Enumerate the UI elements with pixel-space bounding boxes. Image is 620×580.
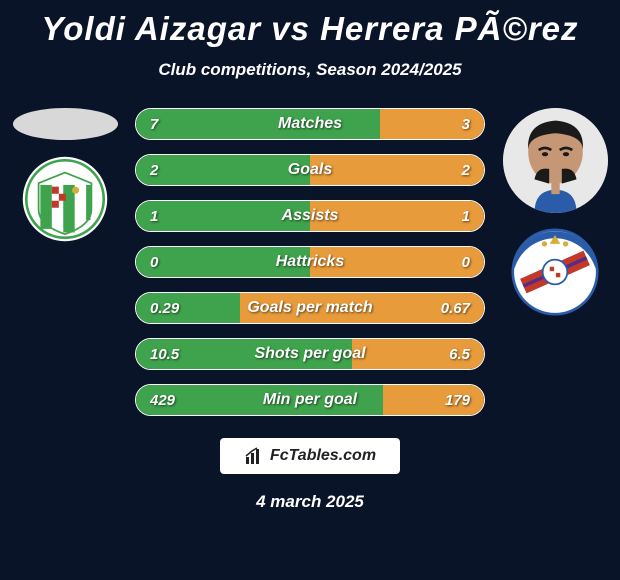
site-logo[interactable]: FcTables.com [220, 438, 400, 474]
player-face-icon [503, 108, 608, 213]
date-label: 4 march 2025 [0, 492, 620, 512]
stat-right-value: 2 [414, 162, 484, 179]
stat-label: Shots per goal [206, 345, 414, 363]
chart-icon [244, 446, 264, 466]
stat-label: Goals per match [206, 299, 414, 317]
stat-row: 0Hattricks0 [135, 246, 485, 278]
stat-right-value: 3 [414, 116, 484, 133]
deportivo-crest-icon [505, 228, 605, 316]
stat-left-value: 1 [136, 208, 206, 225]
stat-right-value: 179 [414, 392, 484, 409]
left-team-logo [15, 155, 115, 243]
stat-right-value: 6.5 [414, 346, 484, 363]
stat-row: 7Matches3 [135, 108, 485, 140]
stat-left-value: 0 [136, 254, 206, 271]
comparison-area: 7Matches3 2Goals2 1Assists1 0Hattricks0 0.29… [0, 108, 620, 416]
stat-right-value: 1 [414, 208, 484, 225]
stat-left-value: 429 [136, 392, 206, 409]
stat-label: Assists [206, 207, 414, 225]
stat-label: Hattricks [206, 253, 414, 271]
stat-left-value: 0.29 [136, 300, 206, 317]
right-player-avatar [503, 108, 608, 213]
site-logo-text: FcTables.com [270, 447, 376, 465]
comparison-card: Yoldi Aizagar vs Herrera PÃ©rez Club com… [0, 0, 620, 580]
stat-left-value: 7 [136, 116, 206, 133]
stat-row: 429Min per goal179 [135, 384, 485, 416]
avatar-placeholder-icon [13, 108, 118, 140]
right-team-logo [505, 228, 605, 316]
stat-label: Goals [206, 161, 414, 179]
season-subtitle: Club competitions, Season 2024/2025 [0, 60, 620, 80]
page-title: Yoldi Aizagar vs Herrera PÃ©rez [0, 10, 620, 48]
stat-label: Matches [206, 115, 414, 133]
stat-right-value: 0.67 [414, 300, 484, 317]
stat-right-value: 0 [414, 254, 484, 271]
stat-label: Min per goal [206, 391, 414, 409]
stat-row: 2Goals2 [135, 154, 485, 186]
left-player-column [10, 108, 120, 243]
cordoba-crest-icon [15, 155, 115, 243]
left-player-avatar [13, 108, 118, 140]
stat-row: 1Assists1 [135, 200, 485, 232]
stats-list: 7Matches3 2Goals2 1Assists1 0Hattricks0 0.29… [135, 108, 485, 416]
stat-left-value: 2 [136, 162, 206, 179]
stat-row: 10.5Shots per goal6.5 [135, 338, 485, 370]
stat-row: 0.29Goals per match0.67 [135, 292, 485, 324]
stat-left-value: 10.5 [136, 346, 206, 363]
right-player-column [500, 108, 610, 316]
